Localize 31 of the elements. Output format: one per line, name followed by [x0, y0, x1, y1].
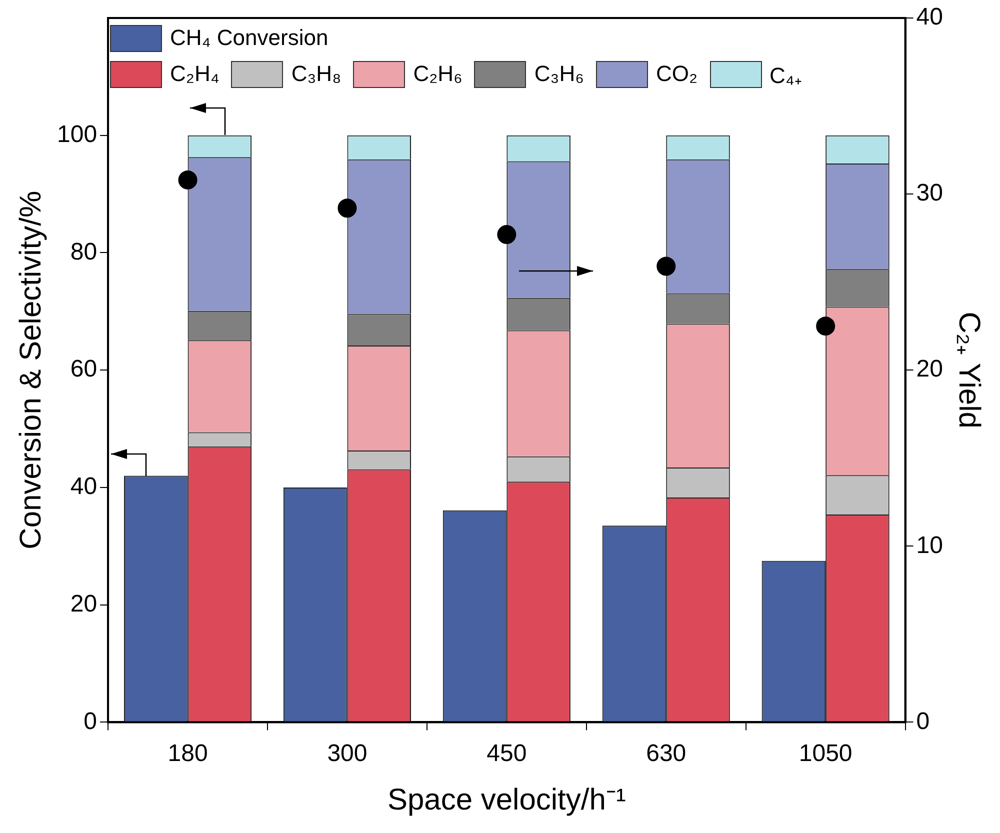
point [816, 316, 836, 336]
y2-tick-label: 10 [916, 532, 944, 559]
y-tick-label: 0 [84, 708, 98, 735]
y-tick-label: 100 [56, 120, 98, 148]
y-tick-label: 20 [70, 590, 98, 618]
legend-label: CH₄ Conversion [170, 25, 328, 51]
legend-label: C₂H₆ [413, 61, 462, 87]
x-tick-label: 450 [486, 740, 527, 768]
x-tick-label: 300 [327, 740, 368, 768]
y2-tick-label: 30 [916, 180, 944, 207]
legend-label: C₃H₈ [291, 61, 342, 87]
y-tick-label: 40 [70, 473, 98, 500]
y-axis-title: Conversion & Selectivity/% [14, 190, 48, 550]
y2-axis-title: C₂₊ Yield [952, 312, 986, 428]
x-tick-label: 180 [168, 740, 208, 768]
legend-label: C₄₊ [770, 62, 802, 89]
legend-label: CO₂ [656, 61, 698, 87]
y2-tick-label: 20 [916, 356, 944, 383]
x-axis-title: Space velocity/h⁻¹ [387, 783, 626, 816]
legend-label: C₃H₆ [534, 61, 584, 87]
x-tick-label: 630 [646, 740, 686, 768]
y-tick-label: 60 [70, 356, 98, 383]
y-tick-label: 80 [70, 238, 98, 266]
legend-label: C₂H₄ [170, 61, 220, 87]
y2-tick-label: 0 [916, 708, 930, 735]
point [338, 198, 357, 218]
point [497, 225, 516, 244]
point [656, 256, 676, 276]
x-tick-label: 1050 [798, 740, 852, 768]
point [178, 170, 198, 190]
y2-tick-label: 40 [916, 4, 944, 31]
